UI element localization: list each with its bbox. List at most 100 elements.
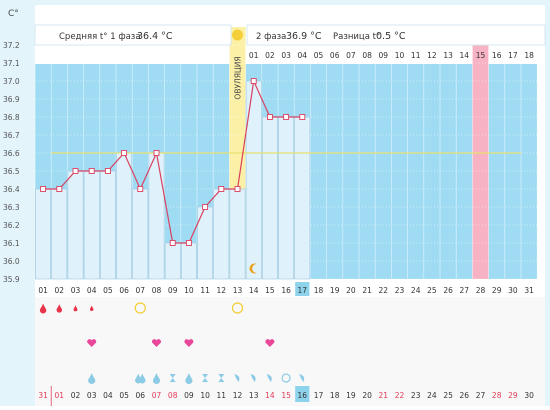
temperature-point[interactable] [121, 150, 128, 156]
cycle-day-label: 31 [524, 286, 534, 295]
heart-icon [184, 339, 194, 347]
sun-icon [232, 29, 243, 41]
temperature-bar [229, 188, 246, 280]
mucus-drop-icon [88, 373, 96, 385]
calendar-date-label: 31 [38, 391, 48, 400]
temperature-bar [100, 170, 116, 280]
temperature-bar [132, 188, 149, 280]
today-date-marker [295, 386, 310, 402]
calendar-date-label: 11 [217, 391, 227, 400]
calendar-date-label: 19 [346, 391, 356, 400]
y-tick-label: 36.7 [3, 131, 20, 140]
cycle-day-label: 06 [119, 286, 129, 295]
highlight-day-column [472, 45, 489, 279]
temperature-point[interactable] [72, 168, 79, 174]
y-tick-label: 36.0 [3, 257, 20, 266]
cycle-day-label: 29 [492, 286, 502, 295]
cycle-day-label: 08 [152, 286, 162, 295]
calendar-date-label: 30 [524, 391, 534, 400]
calendar-date-label: 21 [379, 391, 389, 400]
temperature-point[interactable] [202, 204, 209, 210]
mucus-hourglass-icon [169, 374, 176, 382]
dpo-label: 09 [379, 51, 389, 60]
y-tick-label: 36.1 [3, 239, 20, 248]
y-tick-label: 36.9 [3, 95, 20, 104]
temperature-point[interactable] [40, 186, 47, 192]
calendar-date-label: 07 [152, 391, 162, 400]
blood-drop-icon [89, 305, 94, 312]
cycle-day-label: 12 [217, 286, 227, 295]
phase2-value: 36.9 °С [286, 31, 322, 42]
calendar-date-label: 02 [71, 391, 81, 400]
dpo-label: 08 [362, 51, 372, 60]
temperature-point[interactable] [56, 186, 63, 192]
calendar-date-label: 15 [281, 391, 291, 400]
temperature-bar [294, 116, 311, 280]
calendar-date-label: 27 [476, 391, 486, 400]
cycle-day-label: 28 [476, 286, 486, 295]
temperature-point[interactable] [283, 114, 290, 120]
mucus-hourglass-icon [218, 374, 225, 382]
phase1-label: Средняя t° 1 фаза [59, 32, 141, 42]
cycle-day-label: 02 [55, 286, 65, 295]
temperature-bar [245, 80, 262, 280]
temperature-point[interactable] [185, 240, 192, 246]
calendar-date-label: 14 [265, 391, 275, 400]
diff-label: Разница t° [333, 32, 380, 42]
cycle-day-label: 27 [460, 286, 470, 295]
temperature-point[interactable] [266, 114, 273, 120]
ring-icon [231, 302, 244, 314]
blood-drop-icon [73, 305, 78, 312]
temperature-point[interactable] [218, 186, 225, 192]
calendar-date-label: 09 [184, 391, 194, 400]
cycle-day-label: 11 [200, 286, 210, 295]
cycle-day-label: 14 [249, 286, 259, 295]
dpo-label: 16 [492, 51, 502, 60]
calendar-date-label: 05 [119, 391, 129, 400]
moon-icon [249, 263, 257, 274]
today-marker [295, 282, 310, 296]
dpo-label: 10 [395, 51, 405, 60]
temperature-point[interactable] [250, 78, 257, 84]
y-tick-label: 36.3 [3, 203, 20, 212]
y-tick-label: 35.9 [3, 275, 20, 284]
markers-background [35, 297, 545, 406]
temperature-bar [261, 116, 278, 280]
diff-value: 0.5 °С [376, 31, 406, 42]
ovulation-label: ОВУЛЯЦИЯ [234, 56, 243, 99]
temperature-point[interactable] [88, 168, 95, 174]
y-tick-label: 37.2 [3, 41, 20, 50]
temperature-point[interactable] [104, 168, 111, 174]
cycle-day-label: 09 [168, 286, 178, 295]
unit-label: C° [8, 9, 19, 19]
cycle-day-label: 05 [103, 286, 113, 295]
mucus-ring-icon [281, 373, 291, 383]
calendar-date-label: 03 [87, 391, 97, 400]
y-tick-label: 36.4 [3, 185, 20, 194]
dpo-label: 17 [508, 51, 518, 60]
calendar-date-label: 24 [427, 391, 437, 400]
temperature-point[interactable] [153, 150, 160, 156]
temperature-point[interactable] [169, 240, 176, 246]
mucus-wave-icon [299, 374, 305, 382]
y-tick-label: 36.8 [3, 113, 20, 122]
calendar-date-label: 06 [136, 391, 146, 400]
temperature-point[interactable] [234, 186, 241, 192]
calendar-date-label: 01 [55, 391, 65, 400]
blood-drop-icon [39, 303, 47, 314]
dpo-label: 15 [476, 51, 486, 60]
temperature-point[interactable] [299, 114, 306, 120]
phase2-label: 2 фаза [256, 32, 286, 42]
y-tick-label: 36.2 [3, 221, 20, 230]
calendar-date-label: 26 [460, 391, 470, 400]
calendar-date-label: 28 [492, 391, 502, 400]
dpo-label: 11 [411, 51, 421, 60]
temperature-bar [67, 170, 84, 280]
y-tick-label: 37.0 [3, 77, 20, 86]
cycle-day-label: 25 [427, 286, 437, 295]
dpo-label: 18 [524, 51, 534, 60]
heart-icon [87, 339, 97, 347]
calendar-date-label: 23 [411, 391, 421, 400]
temperature-point[interactable] [137, 186, 144, 192]
calendar-date-label: 18 [330, 391, 340, 400]
